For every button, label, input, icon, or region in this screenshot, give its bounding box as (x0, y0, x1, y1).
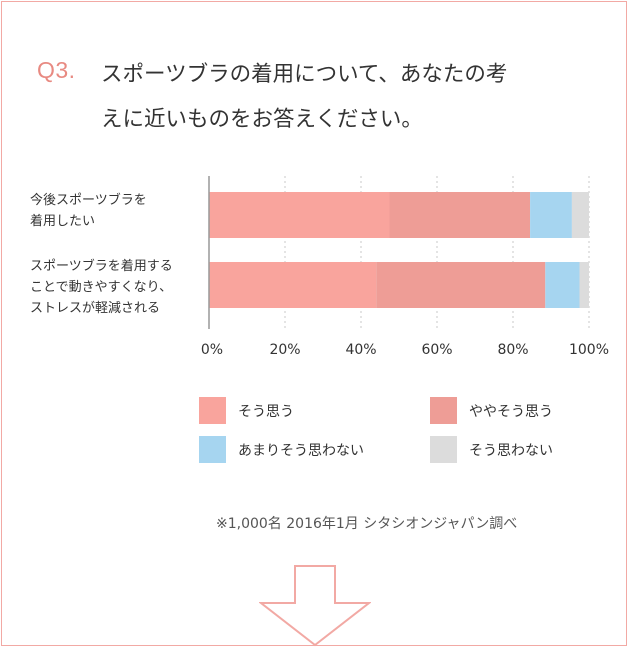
bars (209, 192, 589, 308)
category-label-line: ことで動きやすくなり、 (30, 280, 173, 295)
bar-segment (530, 192, 572, 238)
bar-segment (389, 192, 531, 238)
legend-item: そう思う (199, 397, 294, 424)
x-tick-label: 80% (497, 342, 528, 358)
category-label-line: 着用したい (30, 214, 96, 229)
legend-swatch (430, 436, 457, 463)
x-tick-label: 20% (269, 342, 300, 358)
category-label-1: 今後スポーツブラを 着用したい (30, 190, 147, 232)
question-text: スポーツブラの着用について、あなたの考 えに近いものをお答えください。 (101, 52, 601, 142)
legend-label: そう思わない (469, 442, 553, 459)
legend-swatch (199, 397, 226, 424)
legend-label: ややそう思う (469, 403, 553, 420)
bar-segment (579, 262, 589, 308)
question-line-1: スポーツブラの着用について、あなたの考 (101, 62, 508, 87)
category-label-line: スポーツブラを着用する (30, 259, 173, 274)
bar-segment (545, 262, 580, 308)
bar-segment (209, 262, 377, 308)
x-tick-label: 100% (569, 342, 609, 358)
bar-segment (209, 192, 390, 238)
bar-segment (571, 192, 589, 238)
category-label-2: スポーツブラを着用する ことで動きやすくなり、 ストレスが軽減される (30, 256, 173, 319)
legend-item: あまりそう思わない (199, 436, 364, 463)
category-label-line: ストレスが軽減される (30, 301, 161, 316)
x-tick-label: 40% (345, 342, 376, 358)
source-note: ※1,000名 2016年1月 シタシオンジャパン調べ (216, 516, 518, 532)
legend-swatch (430, 397, 457, 424)
question-line-2: えに近いものをお答えください。 (101, 107, 423, 132)
legend-label: あまりそう思わない (238, 442, 364, 459)
x-tick-labels: 0% 20% 40% 60% 80% 100% (201, 342, 609, 358)
bar-segment (376, 262, 546, 308)
down-arrow-outline-icon (259, 565, 371, 647)
question-number: Q3. (37, 57, 76, 83)
x-tick-label: 60% (421, 342, 452, 358)
legend-label: そう思う (238, 403, 294, 420)
x-tick-label: 0% (201, 342, 223, 358)
legend-item: そう思わない (430, 436, 553, 463)
category-label-line: 今後スポーツブラを (30, 193, 147, 208)
legend-item: ややそう思う (430, 397, 553, 424)
stacked-bar-chart: 0% 20% 40% 60% 80% 100% (201, 176, 609, 358)
legend-swatch (199, 436, 226, 463)
